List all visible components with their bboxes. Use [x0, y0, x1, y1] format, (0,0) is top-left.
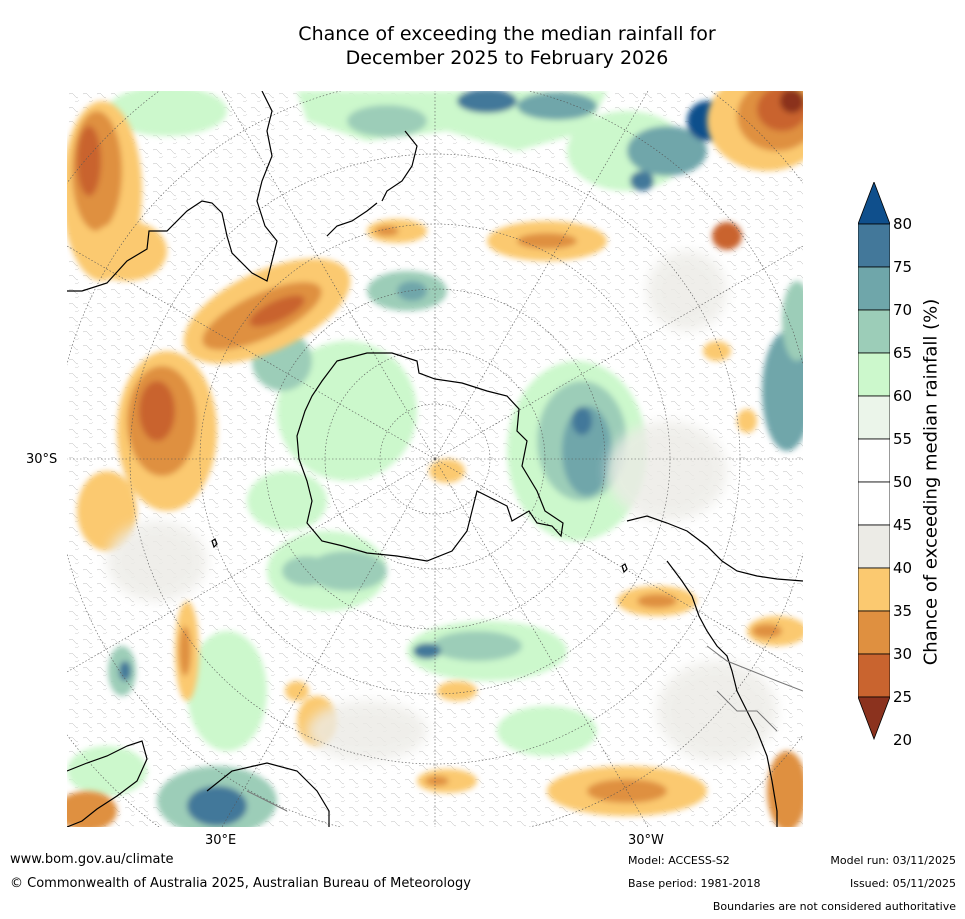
colorbar-segment-50-55: [858, 438, 890, 483]
colorbar-tick-label: 30: [893, 645, 913, 663]
base-period-text: Base period: 1981-2018: [628, 877, 761, 890]
rainfall-map: [67, 91, 803, 827]
colorbar-tick-label: 70: [893, 301, 913, 319]
longitude-label-west: 30°W: [628, 833, 664, 848]
title-line-1: Chance of exceeding the median rainfall …: [298, 23, 716, 45]
africa-coast-2: [206, 762, 330, 827]
colorbar: [858, 182, 890, 741]
colorbar-segment-40-45: [858, 524, 890, 569]
colorbar-tick-label: 80: [893, 215, 913, 233]
chart-title: Chance of exceeding the median rainfall …: [0, 22, 965, 70]
model-run-text: Model run: 03/11/2025: [830, 854, 956, 867]
island-1: [211, 538, 218, 549]
website-link[interactable]: www.bom.gov.au/climate: [10, 852, 174, 867]
colorbar-tick-label: 40: [893, 559, 913, 577]
colorbar-tick-label: 25: [893, 688, 913, 706]
model-text: Model: ACCESS-S2: [628, 854, 730, 867]
longitude-label-east: 30°E: [205, 833, 237, 848]
copyright-text: © Commonwealth of Australia 2025, Austra…: [10, 876, 471, 891]
colorbar-tick-label: 75: [893, 258, 913, 276]
colorbar-tick-label: 55: [893, 430, 913, 448]
wet-anomaly-regions: [67, 91, 803, 827]
colorbar-tick-label: 65: [893, 344, 913, 362]
dry-anomaly-regions: [67, 91, 803, 827]
colorbar-tick-label: 20: [893, 731, 913, 749]
australia-coast: [67, 91, 278, 292]
colorbar-segment-25-30: [858, 653, 890, 698]
colorbar-tick-label: 35: [893, 602, 913, 620]
colorbar-extend-low: [858, 696, 890, 741]
new-zealand-north: [381, 130, 418, 202]
africa-coast: [67, 740, 148, 827]
island-2: [621, 563, 628, 574]
colorbar-segment-70-75: [858, 266, 890, 311]
colorbar-tick-label: 45: [893, 516, 913, 534]
colorbar-title: Chance of exceeding median rainfall (%): [920, 298, 942, 666]
map-svg: [67, 91, 803, 827]
disclaimer-text: Boundaries are not considered authoritat…: [712, 900, 956, 913]
antarctica-coast: [296, 352, 564, 562]
coastlines: [67, 91, 803, 827]
latitude-label: 30°S: [26, 452, 58, 467]
colorbar-segment-60-65: [858, 352, 890, 397]
south-america-coast-2: [666, 560, 778, 827]
colorbar-extend-high: [858, 182, 890, 225]
borders: [246, 645, 803, 812]
neutral-regions: [107, 251, 777, 761]
colorbar-tick-label: 50: [893, 473, 913, 491]
new-zealand-south: [326, 202, 378, 237]
colorbar-segment-75-80: [858, 223, 890, 268]
issued-text: Issued: 05/11/2025: [849, 877, 956, 890]
colorbar-segment-55-60: [858, 395, 890, 440]
colorbar-segment-65-70: [858, 309, 890, 354]
colorbar-segment-35-40: [858, 567, 890, 612]
colorbar-tick-label: 60: [893, 387, 913, 405]
south-america-coast: [626, 515, 803, 582]
title-line-2: December 2025 to February 2026: [345, 47, 669, 69]
colorbar-segment-45-50: [858, 481, 890, 526]
colorbar-segment-30-35: [858, 610, 890, 655]
